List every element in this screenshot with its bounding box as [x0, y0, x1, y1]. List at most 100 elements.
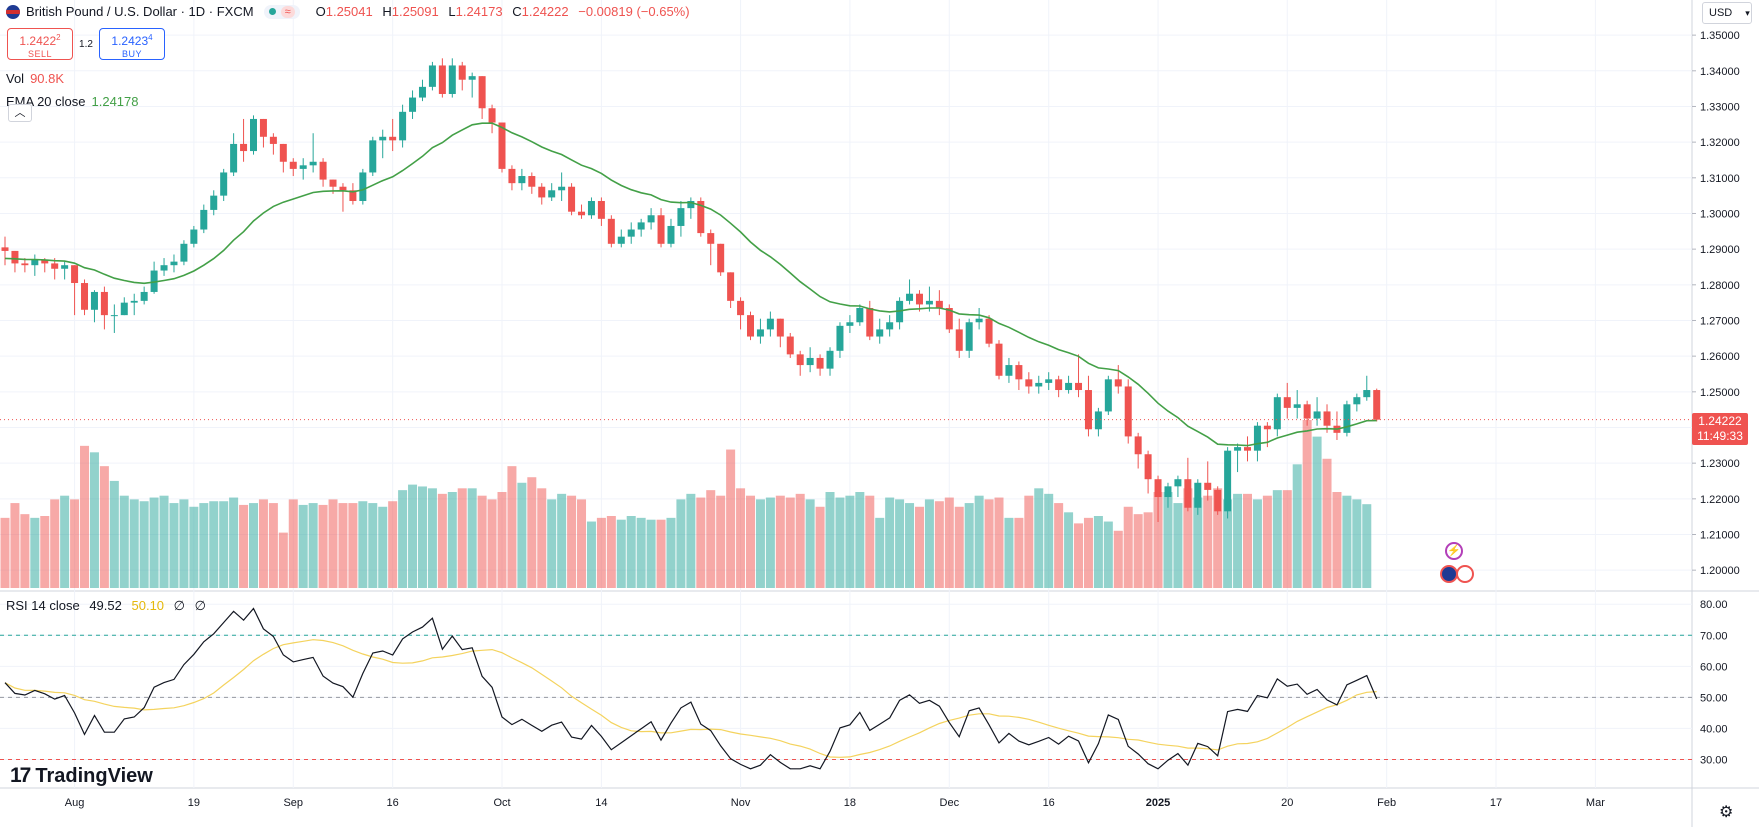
price-axis-label: 1.34000: [1700, 66, 1740, 78]
bar-countdown: 11:49:33: [1697, 429, 1743, 443]
volume-bar: [388, 501, 398, 588]
volume-bar: [80, 445, 90, 588]
candle-body: [836, 325, 844, 351]
candle-body: [796, 354, 804, 366]
volume-bar: [984, 499, 994, 588]
volume-bar: [964, 503, 974, 588]
candle-body: [597, 200, 605, 219]
gear-icon[interactable]: ⚙: [1719, 804, 1734, 821]
rsi-axis-label: 70.00: [1700, 630, 1728, 642]
last-price-value: 1.24222: [1698, 414, 1742, 428]
buy-button[interactable]: 1.24234 BUY: [99, 28, 165, 60]
candle-body: [945, 308, 953, 330]
candle-body: [856, 308, 864, 323]
price-axis-label: 1.32000: [1700, 137, 1740, 149]
sell-button[interactable]: 1.24222 SELL: [7, 28, 73, 60]
candle-body: [667, 225, 675, 244]
volume-bar: [487, 499, 497, 588]
volume-legend[interactable]: Vol 90.8K: [6, 71, 65, 86]
us-flag-event-icon[interactable]: [1456, 565, 1474, 583]
candle-body: [1273, 397, 1281, 430]
volume-bar: [507, 466, 517, 588]
candle-body: [607, 218, 615, 244]
trade-box: 1.24222 SELL 1.2 1.24234 BUY: [7, 28, 165, 60]
volume-bar: [70, 499, 80, 588]
volume-value: 90.8K: [30, 71, 65, 86]
candle-body: [1025, 379, 1033, 387]
candle-body: [1283, 397, 1291, 408]
candle-body: [1353, 397, 1361, 405]
candle-body: [1373, 390, 1381, 420]
volume-bar: [1233, 493, 1243, 588]
rsi-axis-label: 50.00: [1700, 692, 1728, 704]
tradingview-logo[interactable]: 17 TradingView: [10, 764, 153, 787]
volume-bar: [557, 493, 567, 588]
rsi-legend[interactable]: RSI 14 close 49.52 50.10 ∅ ∅: [6, 598, 206, 613]
candle-body: [965, 322, 973, 351]
candle-body: [766, 318, 774, 330]
candle-body: [438, 65, 446, 94]
candle-body: [538, 186, 546, 198]
candle-body: [349, 190, 357, 201]
volume-bar: [457, 488, 467, 588]
candle-body: [647, 215, 655, 223]
candle-body: [776, 318, 784, 337]
price-axis-label: 1.23000: [1700, 458, 1740, 470]
volume-bar: [1352, 499, 1362, 588]
volume-bar: [726, 449, 736, 588]
candle-body: [150, 270, 158, 292]
market-status-pill[interactable]: ≈: [263, 4, 300, 19]
volume-bar: [368, 503, 378, 588]
volume-bar: [149, 497, 159, 588]
volume-bar: [308, 503, 318, 588]
volume-bar: [10, 503, 20, 588]
ema-line: [4, 122, 1377, 447]
candle-body: [1164, 486, 1172, 498]
candle-body: [587, 200, 595, 216]
candle-body: [329, 179, 337, 187]
candle-body: [409, 97, 417, 112]
candle-body: [1094, 411, 1102, 430]
volume-bar: [865, 495, 875, 588]
candle-body: [518, 176, 526, 184]
volume-bar: [835, 497, 845, 588]
candle-body: [1035, 382, 1043, 387]
volume-bar: [378, 506, 388, 588]
candle-body: [41, 259, 49, 264]
volume-bar: [954, 506, 964, 588]
candle-body: [259, 118, 267, 137]
volume-bar: [497, 492, 507, 588]
candle-body: [627, 229, 635, 237]
candle-body: [51, 263, 59, 269]
price-axis-label: 1.27000: [1700, 315, 1740, 327]
time-axis-label: 16: [387, 797, 399, 809]
volume-bar: [1014, 517, 1024, 588]
candle-body: [1234, 447, 1242, 451]
symbol-title[interactable]: British Pound / U.S. Dollar · 1D · FXCM: [26, 4, 254, 19]
volume-bar: [1163, 492, 1173, 588]
volume-bar: [875, 517, 885, 588]
candle-body: [478, 76, 486, 109]
volume-bar: [477, 495, 487, 588]
volume-bar: [1282, 490, 1292, 588]
candle-body: [677, 208, 685, 226]
volume-bar: [219, 501, 229, 588]
candle-body: [876, 329, 884, 337]
candle-body: [81, 283, 89, 310]
candle-body: [985, 318, 993, 344]
rsi-axis-label: 30.00: [1700, 754, 1728, 766]
volume-bar: [716, 495, 726, 588]
volume-bar: [1173, 503, 1183, 588]
volume-bar: [1193, 497, 1203, 588]
lightning-event-icon[interactable]: ⚡: [1445, 542, 1463, 560]
candle-body: [906, 293, 914, 301]
last-price-tag: 1.24222 11:49:33: [1692, 413, 1748, 445]
low-value: 1.24173: [455, 4, 503, 19]
currency-select[interactable]: USD ▾: [1702, 2, 1752, 24]
volume-bar: [1203, 495, 1213, 588]
candle-body: [448, 65, 456, 94]
collapse-legend-button[interactable]: ︿: [8, 104, 32, 122]
candle-body: [925, 300, 933, 305]
volume-bar: [706, 490, 716, 588]
